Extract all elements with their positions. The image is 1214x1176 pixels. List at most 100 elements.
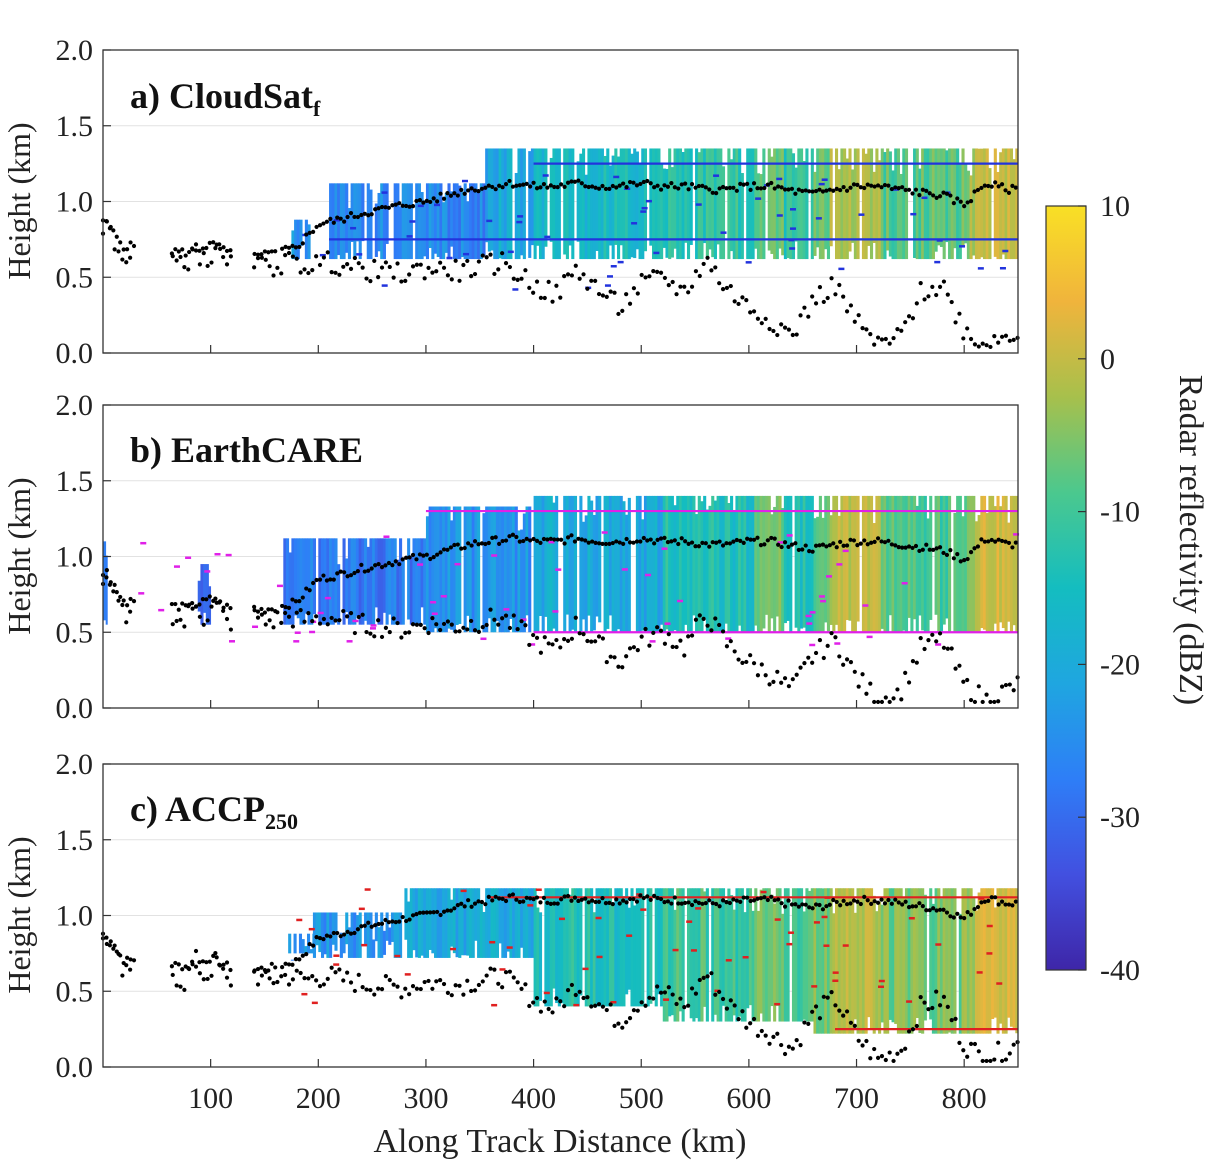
- cloud-base-dot: [775, 332, 780, 338]
- cloud-top-dot: [534, 895, 540, 900]
- cloud-top-dot: [813, 902, 819, 907]
- cloud-base-dot: [891, 335, 896, 341]
- curtain-column: [1001, 888, 1005, 1034]
- curtain-column: [396, 183, 400, 260]
- cloud-base-dot: [647, 995, 652, 1000]
- curtain-column: [369, 538, 373, 625]
- cloud-base-dot: [271, 981, 276, 986]
- colorbar: 100-10-20-30-40 Radar reflectivity (dBZ): [1045, 190, 1209, 987]
- cloud-base-dot: [697, 613, 702, 618]
- cloud-top-dot: [503, 182, 509, 187]
- cloud-top-dot: [197, 602, 202, 607]
- cloud-top-dot: [552, 901, 557, 906]
- cloud-base-dot: [294, 610, 299, 615]
- cloud-base-dot: [643, 1003, 648, 1008]
- cloud-base-dot: [403, 278, 408, 284]
- curtain-column: [530, 888, 534, 958]
- flag-mark: [542, 174, 549, 177]
- flag-mark: [356, 253, 363, 256]
- cloud-top-dot: [259, 965, 264, 970]
- cloud-top-dot: [283, 244, 288, 249]
- flag-mark: [878, 979, 885, 983]
- cloud-top-dot: [262, 610, 268, 615]
- x-tick-label: 300: [403, 1082, 448, 1115]
- curtain-column: [921, 495, 925, 631]
- cloud-top-dot: [548, 901, 553, 906]
- cloud-base-dot: [608, 654, 613, 659]
- curtain-column: [878, 495, 882, 633]
- curtain-column: [434, 183, 438, 254]
- cloud-top-dot: [700, 540, 705, 545]
- cloud-top-dot: [717, 539, 722, 544]
- curtain-column: [506, 506, 510, 633]
- cloud-base-dot: [372, 992, 377, 997]
- cloud-base-dot: [984, 1058, 989, 1064]
- cloud-base-dot: [372, 634, 377, 639]
- cloud-top-dot: [552, 184, 557, 190]
- cloud-top-dot: [803, 188, 808, 193]
- curtain-column: [412, 538, 416, 625]
- cloud-base-dot: [217, 962, 222, 967]
- cloud-base-dot: [868, 1056, 873, 1061]
- curtain-column: [861, 888, 866, 1034]
- cloud-top-dot: [906, 187, 912, 192]
- cloud-top-dot: [472, 188, 478, 193]
- cloud-top-dot: [931, 906, 936, 911]
- cloud-top-dot: [579, 897, 584, 902]
- cloud-top-dot: [769, 180, 774, 186]
- cloud-top-dot: [286, 245, 292, 250]
- curtain-column: [635, 151, 639, 250]
- curtain-column: [646, 495, 650, 633]
- curtain-column: [460, 191, 465, 258]
- curtain-column: [309, 949, 313, 954]
- curtain-column: [630, 888, 634, 1007]
- curtain-column: [867, 495, 871, 633]
- curtain-column: [748, 495, 752, 633]
- cloud-top-dot: [545, 537, 550, 542]
- cloud-base-dot: [352, 630, 357, 636]
- cloud-base-dot: [128, 609, 133, 614]
- cloud-top-dot: [710, 190, 715, 195]
- curtain-column: [886, 888, 890, 1034]
- cloud-top-dot: [307, 230, 312, 236]
- cloud-base-dot: [825, 643, 830, 648]
- cloud-base-dot: [228, 627, 233, 632]
- cloud-top-dot: [311, 943, 316, 948]
- cloud-base-dot: [391, 982, 396, 987]
- flag-mark: [352, 619, 359, 623]
- curtain-column: [824, 148, 828, 250]
- cloud-base-dot: [643, 275, 648, 280]
- cloud-top-dot: [338, 934, 343, 939]
- cloud-base-dot: [829, 631, 834, 636]
- flag-mark: [832, 979, 839, 983]
- curtain-column: [296, 219, 300, 260]
- curtain-column: [652, 148, 656, 260]
- cloud-top-dot: [111, 228, 116, 233]
- cloud-top-dot: [614, 897, 619, 902]
- cloud-top-dot: [717, 904, 722, 909]
- cloud-top-dot: [817, 187, 822, 192]
- cloud-base-dot: [798, 665, 803, 670]
- cloud-base-dot: [170, 622, 175, 627]
- cloud-top-dot: [555, 185, 560, 190]
- curtain-column: [738, 495, 742, 626]
- cloud-base-dot: [259, 255, 264, 260]
- cloud-top-dot: [838, 539, 843, 544]
- cloud-top-dot: [886, 538, 891, 543]
- cloud-base-dot: [341, 978, 346, 983]
- curtain-column: [937, 888, 941, 1034]
- flag-mark: [866, 635, 873, 639]
- cloud-top-dot: [180, 601, 185, 606]
- curtain-column: [800, 888, 804, 1022]
- cloud-top-dot: [562, 894, 567, 899]
- curtain-column: [991, 888, 995, 1019]
- cloud-base-dot: [438, 260, 443, 265]
- cloud-top-dot: [252, 608, 257, 613]
- cloud-top-dot: [476, 189, 481, 194]
- cloud-top-dot: [255, 966, 261, 972]
- flag-mark: [986, 924, 993, 928]
- cloud-top-dot: [435, 199, 440, 204]
- cloud-top-dot: [634, 899, 640, 904]
- curtain-column: [503, 506, 508, 633]
- flag-mark: [229, 640, 236, 643]
